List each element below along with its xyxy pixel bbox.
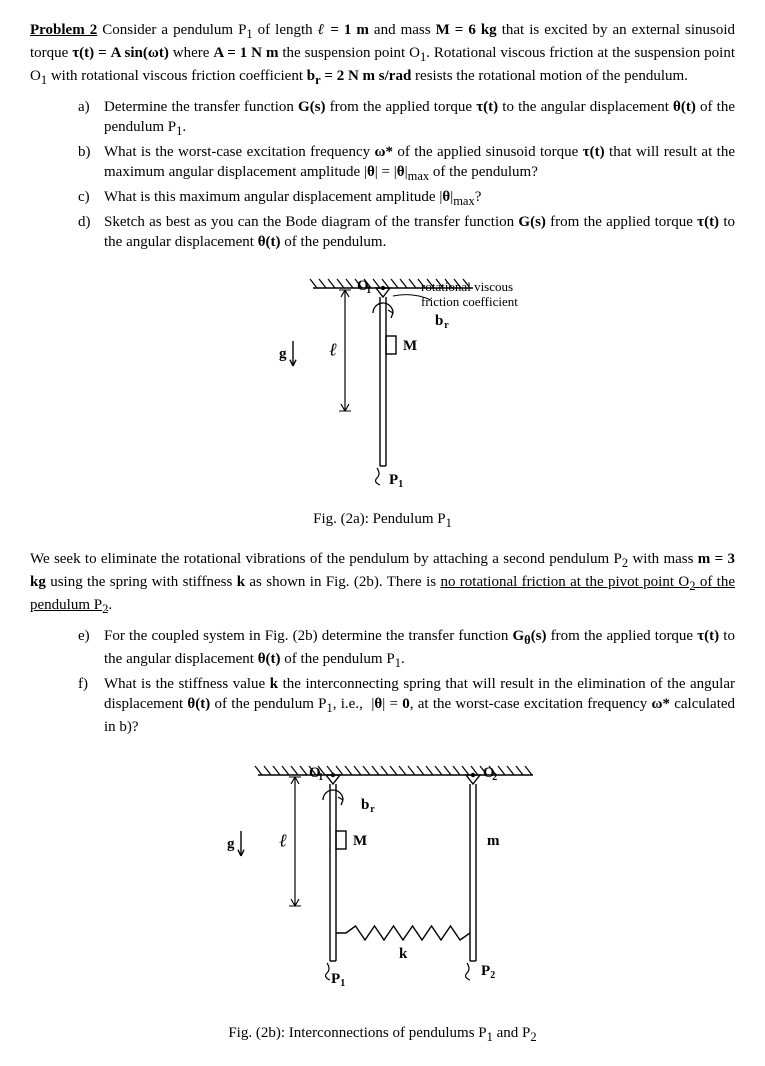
svg-text:r: r — [370, 804, 375, 815]
svg-text:ℓ: ℓ — [279, 831, 287, 851]
svg-text:b: b — [361, 797, 369, 813]
svg-text:1: 1 — [398, 479, 403, 490]
figure-2a: O1Mτrotational viscousfriction coefficie… — [30, 266, 735, 531]
figure-2a-caption: Fig. (2a): Pendulum P1 — [30, 509, 735, 532]
item-body: For the coupled system in Fig. (2b) dete… — [104, 626, 735, 672]
pendulum-diagram-2b: O1O2MmbrℓgkP1P2 — [163, 751, 603, 1011]
svg-text:P: P — [481, 963, 490, 979]
svg-text:rotational viscous: rotational viscous — [421, 279, 513, 294]
question-item: f)What is the stiffness value k the inte… — [78, 674, 735, 737]
problem-label: Problem 2 — [30, 22, 97, 38]
svg-text:g: g — [227, 836, 235, 852]
svg-text:r: r — [444, 320, 449, 331]
svg-text:2: 2 — [490, 970, 495, 981]
svg-text:g: g — [279, 346, 287, 362]
svg-text:1: 1 — [366, 285, 371, 296]
svg-text:ℓ: ℓ — [329, 340, 337, 360]
question-item: d)Sketch as best as you can the Bode dia… — [78, 212, 735, 253]
question-item: b)What is the worst-case excitation freq… — [78, 142, 735, 185]
item-marker: e) — [78, 626, 104, 672]
item-marker: b) — [78, 142, 104, 185]
svg-text:M: M — [353, 833, 367, 849]
svg-text:M: M — [403, 338, 417, 354]
svg-text:k: k — [399, 946, 408, 962]
svg-text:P: P — [331, 971, 340, 987]
question-item: e)For the coupled system in Fig. (2b) de… — [78, 626, 735, 672]
problem-intro: Consider a pendulum P1 of length ℓ = 1 m… — [30, 22, 735, 84]
item-body: What is the worst-case excitation freque… — [104, 142, 735, 185]
item-marker: d) — [78, 212, 104, 253]
problem-statement: Problem 2 Consider a pendulum P1 of leng… — [30, 20, 735, 89]
item-body: What is the stiffness value k the interc… — [104, 674, 735, 737]
question-item: c)What is this maximum angular displacem… — [78, 187, 735, 210]
item-body: What is this maximum angular displacemen… — [104, 187, 735, 210]
question-list-2: e)For the coupled system in Fig. (2b) de… — [30, 626, 735, 737]
figure-2b: O1O2MmbrℓgkP1P2 Fig. (2b): Interconnecti… — [30, 751, 735, 1046]
item-body: Determine the transfer function G(s) fro… — [104, 97, 735, 140]
svg-text:friction coefficient: friction coefficient — [421, 294, 518, 309]
svg-text:b: b — [435, 313, 443, 329]
item-marker: c) — [78, 187, 104, 210]
svg-text:1: 1 — [318, 772, 323, 783]
item-marker: a) — [78, 97, 104, 140]
item-body: Sketch as best as you can the Bode diagr… — [104, 212, 735, 253]
figure-2b-caption: Fig. (2b): Interconnections of pendulums… — [30, 1023, 735, 1046]
mid-paragraph: We seek to eliminate the rotational vibr… — [30, 549, 735, 618]
svg-text:2: 2 — [492, 772, 497, 783]
question-item: a)Determine the transfer function G(s) f… — [78, 97, 735, 140]
item-marker: f) — [78, 674, 104, 737]
svg-text:1: 1 — [340, 978, 345, 989]
pendulum-diagram-2a: O1Mτrotational viscousfriction coefficie… — [203, 266, 563, 496]
question-list-1: a)Determine the transfer function G(s) f… — [30, 97, 735, 253]
svg-text:m: m — [487, 833, 500, 849]
svg-text:P: P — [389, 472, 398, 488]
